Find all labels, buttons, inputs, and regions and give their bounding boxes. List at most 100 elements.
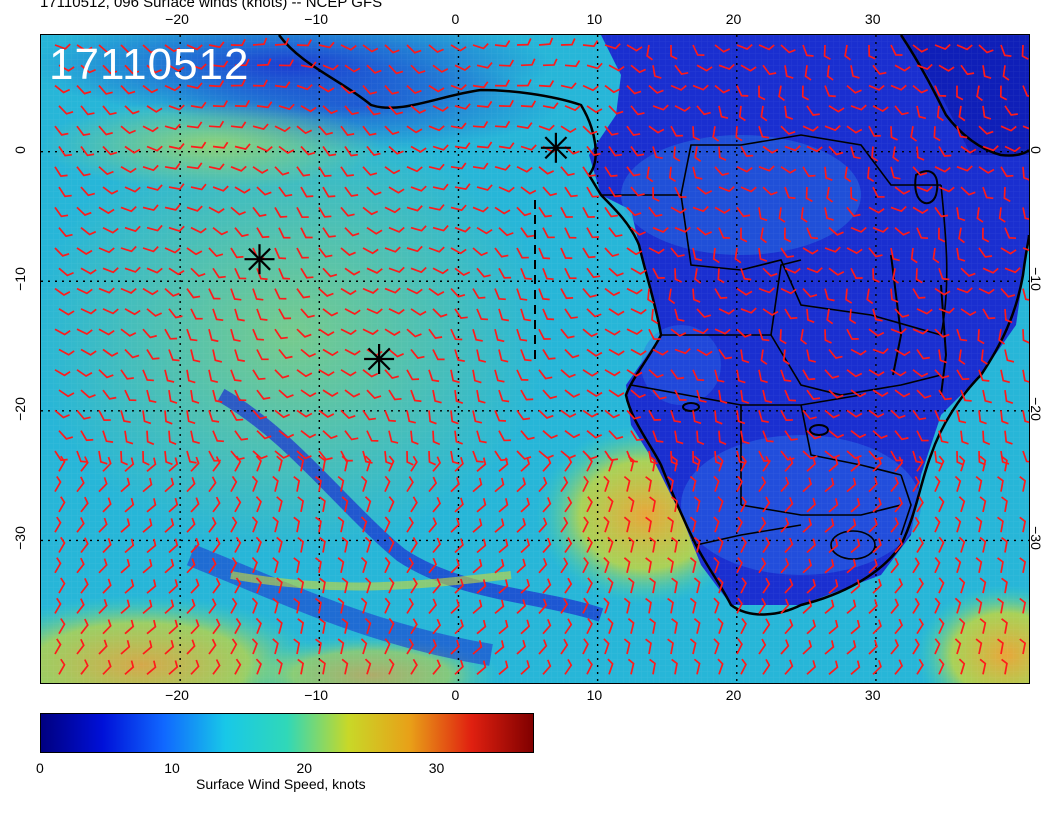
wind-barb xyxy=(410,105,426,114)
wind-barb xyxy=(626,125,641,137)
wind-barb xyxy=(828,145,844,156)
wind-barb xyxy=(146,105,163,113)
wind-barb xyxy=(54,409,70,419)
wind-barb xyxy=(344,267,361,276)
wind-barb xyxy=(318,166,332,178)
wind-barb xyxy=(689,557,697,573)
wind-barb xyxy=(669,166,677,183)
wind-barb xyxy=(623,638,631,655)
wind-barb xyxy=(98,287,115,294)
wind-barb xyxy=(717,617,724,634)
wind-barb xyxy=(296,247,309,259)
wind-barb xyxy=(670,84,687,91)
wind-barb xyxy=(366,308,383,315)
wind-barb xyxy=(916,618,924,635)
wind-barb xyxy=(54,557,62,574)
wind-barb xyxy=(98,369,114,379)
wind-barb xyxy=(142,204,159,211)
wind-barb xyxy=(649,496,656,513)
wind-barb xyxy=(542,186,558,197)
wind-barb xyxy=(212,267,226,279)
wind-barb xyxy=(932,247,940,264)
wind-barb xyxy=(186,450,197,464)
map-canvas xyxy=(41,35,1029,683)
wind-barb xyxy=(824,599,835,615)
wind-barb xyxy=(623,597,631,614)
wind-barb xyxy=(740,536,747,553)
wind-barb xyxy=(186,558,196,574)
asterisk-marker xyxy=(244,244,275,275)
wind-barb xyxy=(564,60,581,68)
wind-barb xyxy=(652,267,665,279)
wind-barb xyxy=(696,64,713,72)
wind-barb xyxy=(714,450,723,466)
wind-barb xyxy=(58,227,73,238)
wind-barb xyxy=(692,84,709,91)
wind-barb xyxy=(476,349,487,363)
wind-barb xyxy=(762,430,774,443)
wind-barb xyxy=(667,638,674,655)
wind-barb xyxy=(982,227,990,243)
wind-barb xyxy=(142,450,150,466)
wind-barb xyxy=(954,475,962,492)
wind-barb xyxy=(276,658,283,675)
wind-barb xyxy=(318,328,335,337)
wind-barb xyxy=(712,247,720,264)
wind-barb xyxy=(538,37,554,46)
wind-barb xyxy=(1022,85,1029,98)
wind-barb xyxy=(977,329,985,345)
wind-barb xyxy=(428,246,445,253)
wind-barb xyxy=(713,516,720,533)
wind-barb xyxy=(872,659,882,675)
wind-barb xyxy=(520,660,531,675)
wind-barb xyxy=(938,430,949,444)
wind-barb xyxy=(142,410,152,425)
colorbar xyxy=(40,713,534,753)
wind-barb xyxy=(98,517,108,533)
wind-barb xyxy=(850,348,867,356)
wind-barb xyxy=(668,288,676,305)
wind-barb xyxy=(670,247,685,258)
wind-barb xyxy=(318,287,334,297)
wind-barb xyxy=(846,247,863,255)
wind-barb xyxy=(560,409,577,418)
wind-barb xyxy=(542,227,555,239)
wind-barb xyxy=(915,268,923,284)
wind-barb xyxy=(410,455,418,472)
wind-barb xyxy=(102,456,112,472)
wind-barb xyxy=(740,227,748,243)
wind-barb xyxy=(696,430,705,446)
wind-barb xyxy=(410,348,425,360)
wind-barb xyxy=(674,186,687,198)
wind-barb xyxy=(212,100,229,108)
wind-barb xyxy=(758,516,767,533)
wind-barb xyxy=(867,166,875,183)
wind-barb xyxy=(274,81,291,89)
colorbar-tick-label: 20 xyxy=(296,760,313,776)
wind-barb xyxy=(586,145,601,157)
wind-barb xyxy=(693,455,701,472)
wind-barb xyxy=(102,186,119,195)
wind-barb xyxy=(76,166,91,177)
wind-barb xyxy=(779,329,787,345)
wind-barb xyxy=(186,121,203,129)
wind-barb xyxy=(296,450,312,460)
wind-barb xyxy=(80,659,89,675)
wind-barb xyxy=(894,227,910,236)
wind-barb xyxy=(80,64,96,74)
wind-barb xyxy=(850,146,861,160)
wind-barb xyxy=(98,450,108,465)
colorbar-tick-label: 10 xyxy=(164,760,180,776)
wind-barb xyxy=(894,456,904,472)
wind-barb xyxy=(934,638,941,655)
wind-barb xyxy=(760,227,767,244)
wind-barb xyxy=(933,126,941,142)
wind-barb xyxy=(124,225,141,233)
wind-barb xyxy=(802,125,819,132)
wind-barb xyxy=(603,557,610,574)
wind-barb xyxy=(142,599,153,615)
wind-barb xyxy=(982,389,992,404)
wind-barb xyxy=(762,658,771,675)
wind-barb xyxy=(804,65,812,81)
wind-barb xyxy=(1021,44,1029,61)
